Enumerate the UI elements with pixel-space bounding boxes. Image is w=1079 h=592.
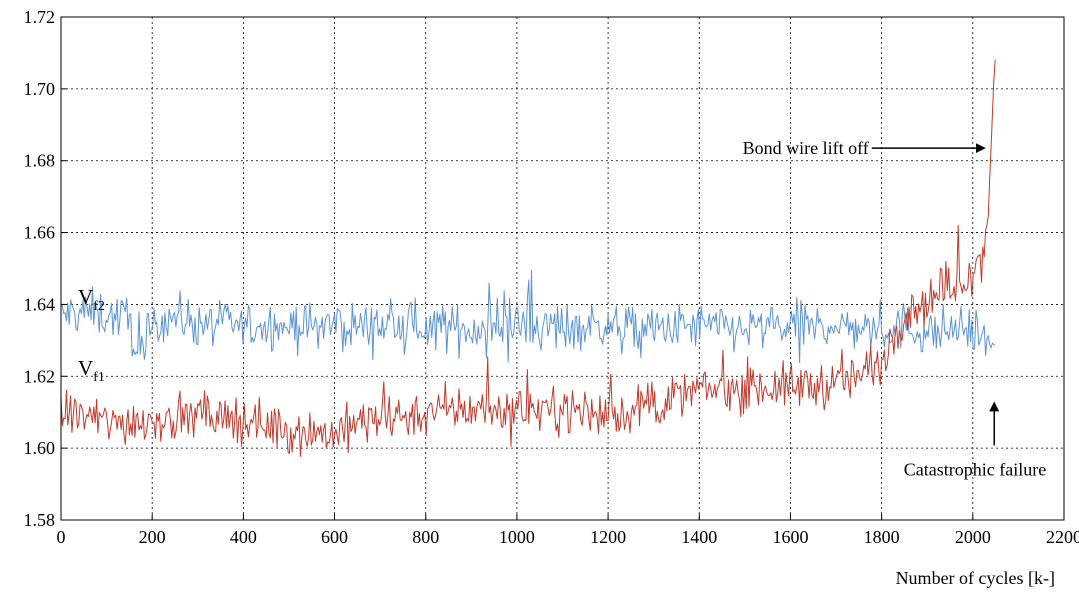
y-tick-label-1: 1.60 — [24, 438, 56, 458]
annotation-catastrophic-failure: Catastrophic failure — [904, 459, 1046, 479]
grid-lines — [61, 17, 1064, 520]
x-tick-label-200: 200 — [139, 527, 166, 547]
x-tick-label-2000: 2000 — [955, 527, 991, 547]
y-tick-label-6: 1.70 — [24, 79, 56, 99]
annotation-bond-wire-lift-off: Bond wire lift off — [743, 138, 869, 158]
x-tick-label-400: 400 — [230, 527, 257, 547]
y-tick-label-3: 1.64 — [24, 294, 56, 314]
series-layer — [60, 59, 996, 457]
y-tick-label-5: 1.68 — [24, 151, 56, 171]
x-tick-label-600: 600 — [321, 527, 348, 547]
y-tick-label-0: 1.58 — [24, 510, 56, 530]
x-tick-label-0: 0 — [57, 527, 66, 547]
x-axis-label: Number of cycles [k-] — [896, 568, 1055, 588]
series-labels: Vf2 Vf1 — [78, 285, 105, 385]
x-tick-label-800: 800 — [412, 527, 439, 547]
y-axis-ticks: 1.58 1.60 1.62 1.64 1.66 1.68 1.70 1.72 — [24, 7, 67, 530]
x-tick-label-1800: 1800 — [864, 527, 900, 547]
x-tick-label-1600: 1600 — [772, 527, 808, 547]
y-tick-label-7: 1.72 — [24, 7, 56, 27]
series-line-1 — [60, 270, 996, 364]
x-axis-ticks: 0 200 400 600 800 1000 1200 1400 1600 1800 2000 220… — [57, 514, 1079, 547]
x-tick-label-2200: 2200 — [1046, 527, 1079, 547]
series-label-f2: Vf2 — [78, 285, 105, 314]
y-tick-label-4: 1.66 — [24, 223, 56, 243]
series-line-2 — [60, 59, 996, 457]
x-tick-label-1000: 1000 — [499, 527, 535, 547]
annotations: Bond wire lift off Catastrophic failure — [743, 138, 1047, 479]
y-tick-label-2: 1.62 — [24, 366, 56, 386]
x-tick-label-1200: 1200 — [590, 527, 626, 547]
series-label-f1: Vf1 — [78, 356, 105, 385]
x-tick-label-1400: 1400 — [681, 527, 717, 547]
plot-frame — [60, 16, 1065, 521]
